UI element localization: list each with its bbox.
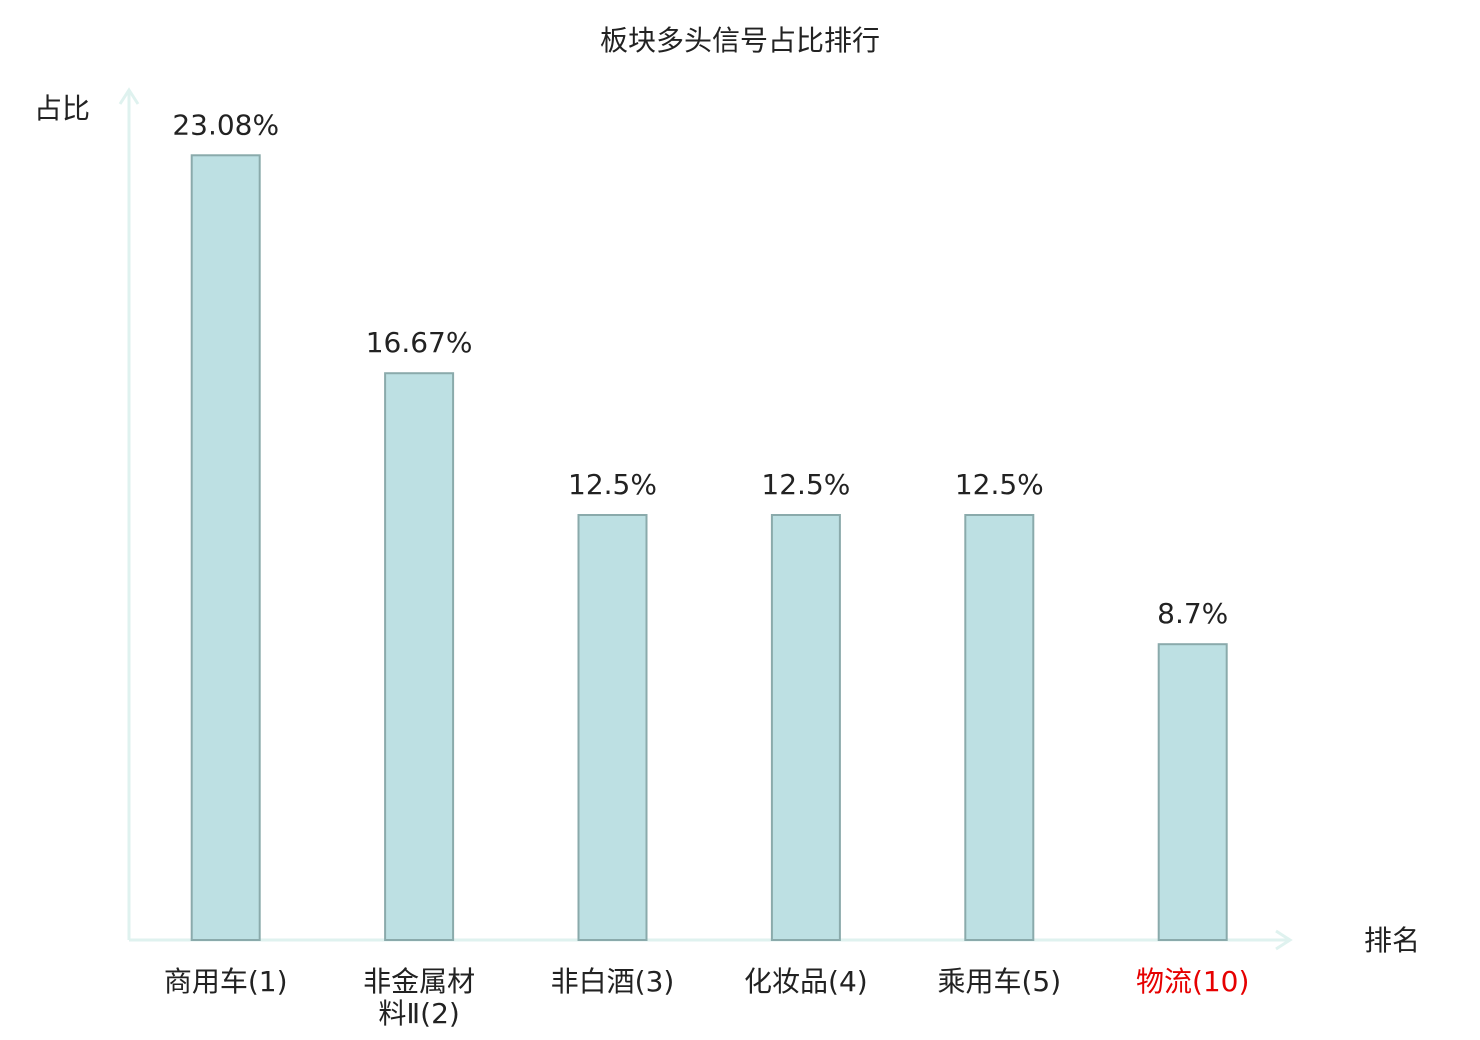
value-label: 12.5% [955, 468, 1044, 501]
bar [190, 154, 261, 941]
value-label: 16.67% [366, 326, 473, 359]
value-label: 8.7% [1157, 597, 1228, 630]
bar [964, 514, 1035, 941]
value-label: 12.5% [568, 468, 657, 501]
value-label: 23.08% [172, 108, 279, 141]
y-axis-arrow [118, 87, 140, 105]
x-axis-arrow [1275, 929, 1293, 951]
chart-title: 板块多头信号占比排行 [600, 24, 880, 57]
bar [384, 372, 455, 942]
x-tick-label: 乘用车(5) [937, 965, 1062, 998]
value-label: 12.5% [761, 468, 850, 501]
bar [1157, 643, 1228, 941]
x-tick-label: 化妆品(4) [744, 965, 868, 998]
x-tick-label: 非金属材料Ⅱ(2) [363, 965, 476, 1030]
y-axis-label: 占比 [34, 92, 90, 125]
x-tick-label: 物流(10) [1135, 965, 1250, 998]
bar [577, 514, 648, 941]
x-axis-label: 排名 [1364, 924, 1420, 957]
x-tick-label: 非白酒(3) [550, 965, 675, 998]
x-tick-label: 商用车(1) [163, 965, 288, 998]
bar [770, 514, 841, 941]
